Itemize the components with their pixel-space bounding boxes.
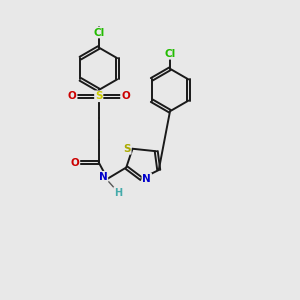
Text: N: N [99, 172, 107, 182]
Text: Cl: Cl [93, 28, 104, 38]
Text: Cl: Cl [164, 49, 175, 59]
Text: N: N [142, 174, 151, 184]
Text: H: H [114, 188, 122, 197]
Text: O: O [68, 91, 76, 101]
Text: O: O [121, 91, 130, 101]
Text: O: O [70, 158, 80, 167]
Text: S: S [123, 144, 131, 154]
Text: S: S [95, 91, 103, 101]
